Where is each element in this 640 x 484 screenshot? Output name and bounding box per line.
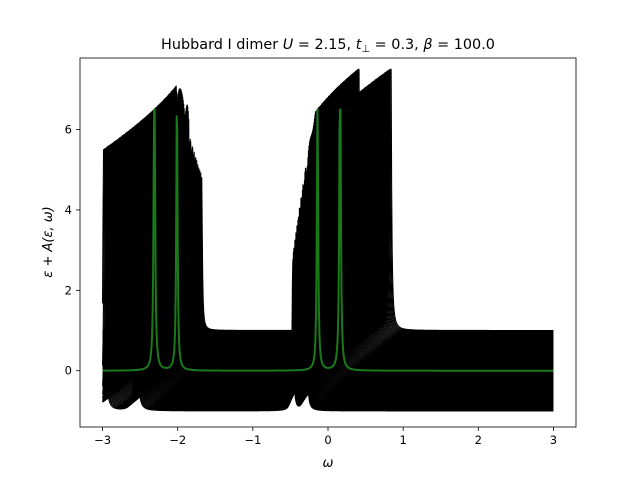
x-axis-label: ω <box>323 456 334 471</box>
x-tick-label: −2 <box>169 433 186 447</box>
spectral-trace <box>102 141 554 405</box>
spectral-trace <box>102 83 554 346</box>
spectral-trace <box>102 135 554 399</box>
spectral-trace <box>102 94 554 358</box>
x-tick-label: 1 <box>399 433 406 447</box>
y-tick-label: 4 <box>65 203 72 217</box>
y-tick-label: 2 <box>65 283 72 297</box>
spectral-trace <box>102 149 554 412</box>
spectral-trace <box>102 145 554 408</box>
spectral-trace <box>102 142 554 405</box>
spectral-trace-highlight <box>102 108 554 372</box>
spectral-trace <box>102 140 554 403</box>
y-tick-label: 6 <box>65 123 72 137</box>
green-trace <box>102 108 554 372</box>
spectral-trace <box>102 68 554 332</box>
x-tick-label: 2 <box>475 433 482 447</box>
spectral-trace <box>102 129 554 393</box>
spectral-trace <box>102 146 554 409</box>
spectral-trace <box>102 131 554 394</box>
spectral-trace <box>102 94 554 357</box>
title-prefix: Hubbard I dimer <box>161 37 283 53</box>
black-traces <box>102 68 554 412</box>
spectral-trace <box>102 69 554 332</box>
x-tick-label: 3 <box>550 433 557 447</box>
spectral-trace <box>102 137 554 400</box>
spectral-trace <box>102 132 554 395</box>
title-u-symbol: U <box>283 37 294 53</box>
x-axis-ticks: −3 −2 −1 0 1 2 3 <box>94 427 557 447</box>
spectral-trace <box>102 133 554 397</box>
x-tick-label: −3 <box>94 433 111 447</box>
title-beta-value: = 100.0 <box>433 37 495 53</box>
chart-title: Hubbard I dimer U = 2.15, t⊥ = 0.3, β = … <box>161 37 495 55</box>
x-tick-label: −1 <box>244 433 261 447</box>
spectral-trace <box>102 96 554 359</box>
spectral-trace <box>102 141 554 404</box>
spectral-trace <box>102 124 554 388</box>
spectral-trace <box>102 130 554 393</box>
spectral-trace <box>102 136 554 399</box>
spectral-trace <box>102 148 554 411</box>
x-tick-label: 0 <box>324 433 331 447</box>
spectral-trace <box>102 126 554 389</box>
title-t-symbol: t <box>356 37 363 53</box>
spectral-trace <box>102 131 554 395</box>
title-t-value: = 0.3, <box>370 37 423 53</box>
spectral-trace <box>102 143 554 406</box>
spectral-trace <box>102 143 554 407</box>
spectral-trace <box>102 129 554 392</box>
spectral-trace <box>102 128 554 391</box>
title-beta-symbol: β <box>422 37 432 53</box>
title-t-subscript: ⊥ <box>361 44 370 55</box>
spectral-trace <box>102 147 554 411</box>
spectral-trace <box>102 134 554 397</box>
spectral-trace <box>102 138 554 401</box>
spectral-trace <box>102 135 554 398</box>
spectral-trace <box>102 144 554 407</box>
spectral-trace <box>102 139 554 402</box>
y-axis-ticks: 0 2 4 6 <box>65 123 80 378</box>
spectral-trace <box>102 126 554 390</box>
spectral-trace <box>102 137 554 401</box>
spectral-trace <box>102 133 554 396</box>
spectral-trace <box>102 127 554 391</box>
spectral-trace <box>102 95 554 358</box>
plot-area <box>102 68 554 412</box>
y-tick-label: 0 <box>65 364 72 378</box>
y-axis-label: ε + A(ε, ω) <box>41 206 56 277</box>
spectral-trace <box>102 125 554 389</box>
title-u-value: = 2.15, <box>293 37 355 53</box>
spectral-trace <box>102 139 554 403</box>
spectral-trace <box>102 147 554 410</box>
spectral-trace <box>102 145 554 409</box>
